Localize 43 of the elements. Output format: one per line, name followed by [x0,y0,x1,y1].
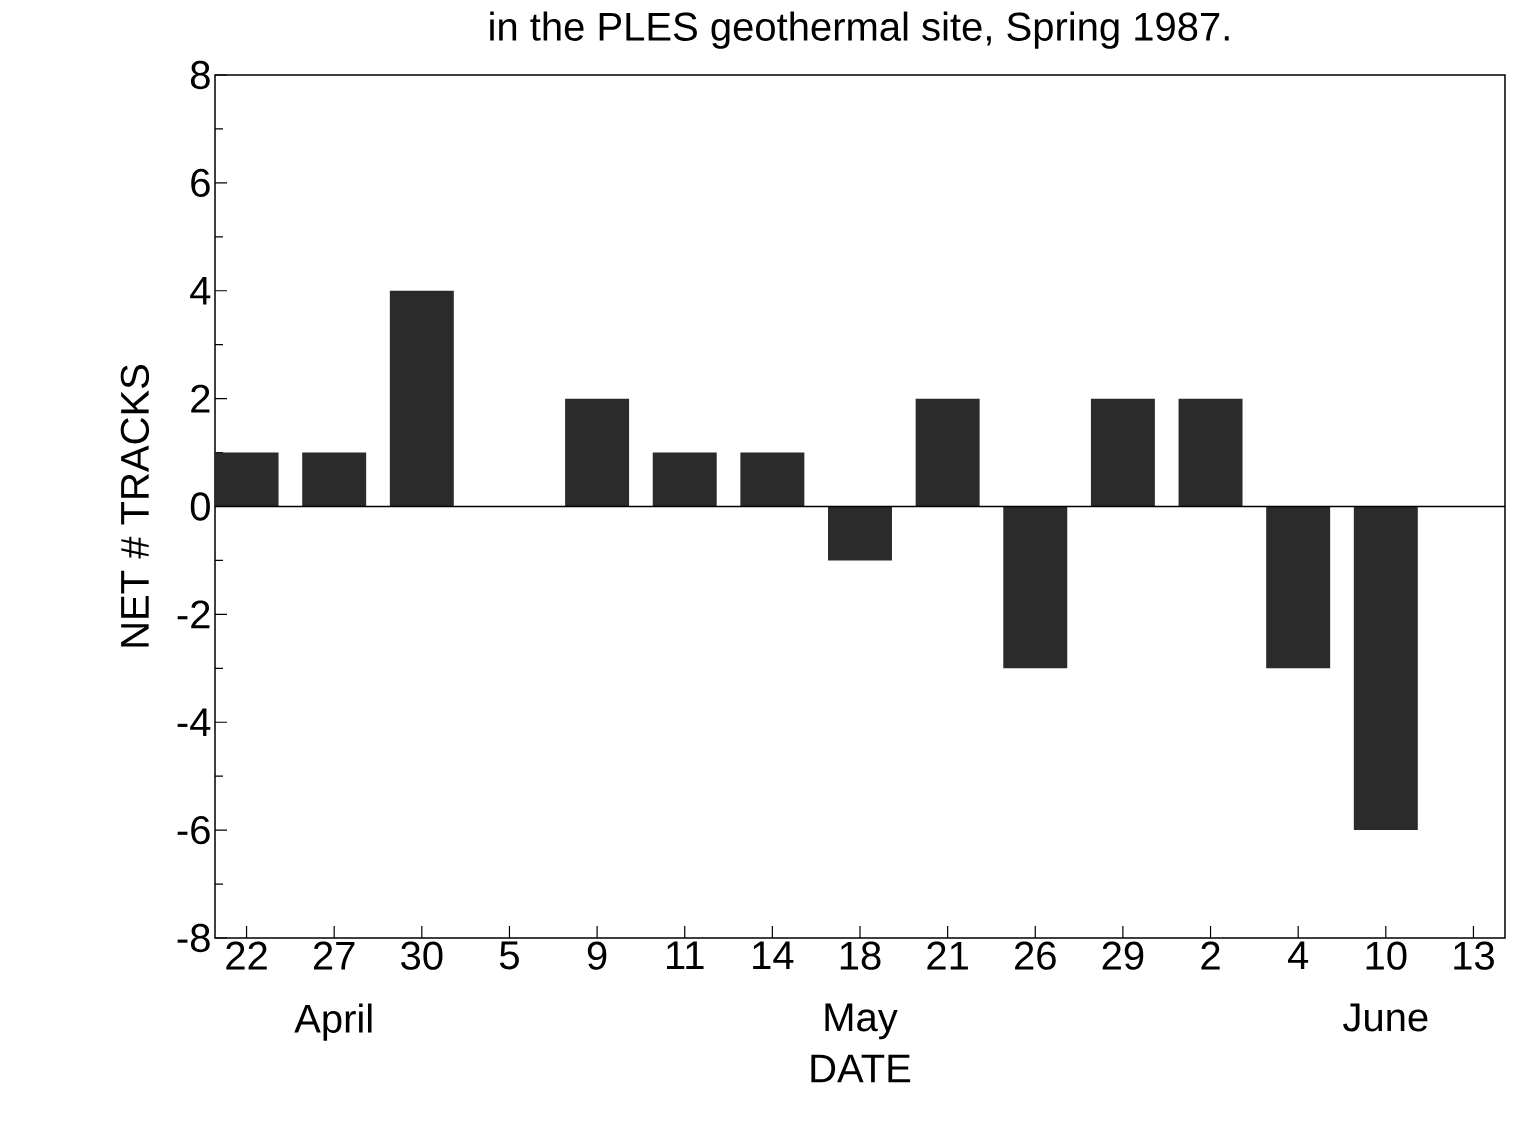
y-tick-label: 8 [190,60,210,90]
bar [1266,506,1331,669]
chart-title: in the PLES geothermal site, Spring 1987. [490,11,1229,49]
x-tick-label: 27 [313,941,355,970]
bar [389,290,454,507]
bar [1178,398,1243,507]
bar [652,452,717,507]
x-tick-label: 14 [753,941,794,970]
y-tick-label: 4 [190,277,211,305]
x-tick-label: 18 [840,941,881,970]
y-tick-label: 6 [191,168,210,198]
x-tick-label: 10 [1366,941,1407,970]
bar [740,452,805,507]
bar [565,398,630,507]
text: June [1343,1003,1428,1032]
bar [828,506,892,561]
text: May [825,1003,898,1040]
y-tick-label: -6 [177,815,210,845]
x-axis-title: DATE [811,1054,911,1083]
x-tick-label: 29 [1102,941,1144,970]
x-tick-label: 26 [1015,941,1056,970]
x-tick-label: 11 [667,941,704,970]
y-tick-label: -2 [177,600,210,629]
bar [1353,506,1418,831]
bar [302,452,367,507]
x-tick-label: 9 [587,941,607,970]
x-tick-label: 5 [499,941,519,970]
y-tick-label: -8 [177,923,210,953]
y-tick-label: -4 [177,708,211,737]
bar [214,452,279,507]
x-tick-label: 30 [401,941,443,970]
bar [1090,398,1155,507]
x-tick-label: 22 [226,941,267,970]
x-tick-label: 13 [1454,941,1494,970]
x-tick-label: 21 [927,941,968,970]
y-axis-title: NET # TRACKS [120,365,150,647]
text: April [294,1003,372,1041]
y-tick-label: 2 [191,384,210,413]
bar [915,398,980,507]
x-tick-label: 4 [1287,941,1309,970]
y-tick-label: 0 [190,492,210,521]
bar [1003,506,1068,669]
x-tick-label: 2 [1201,941,1220,970]
